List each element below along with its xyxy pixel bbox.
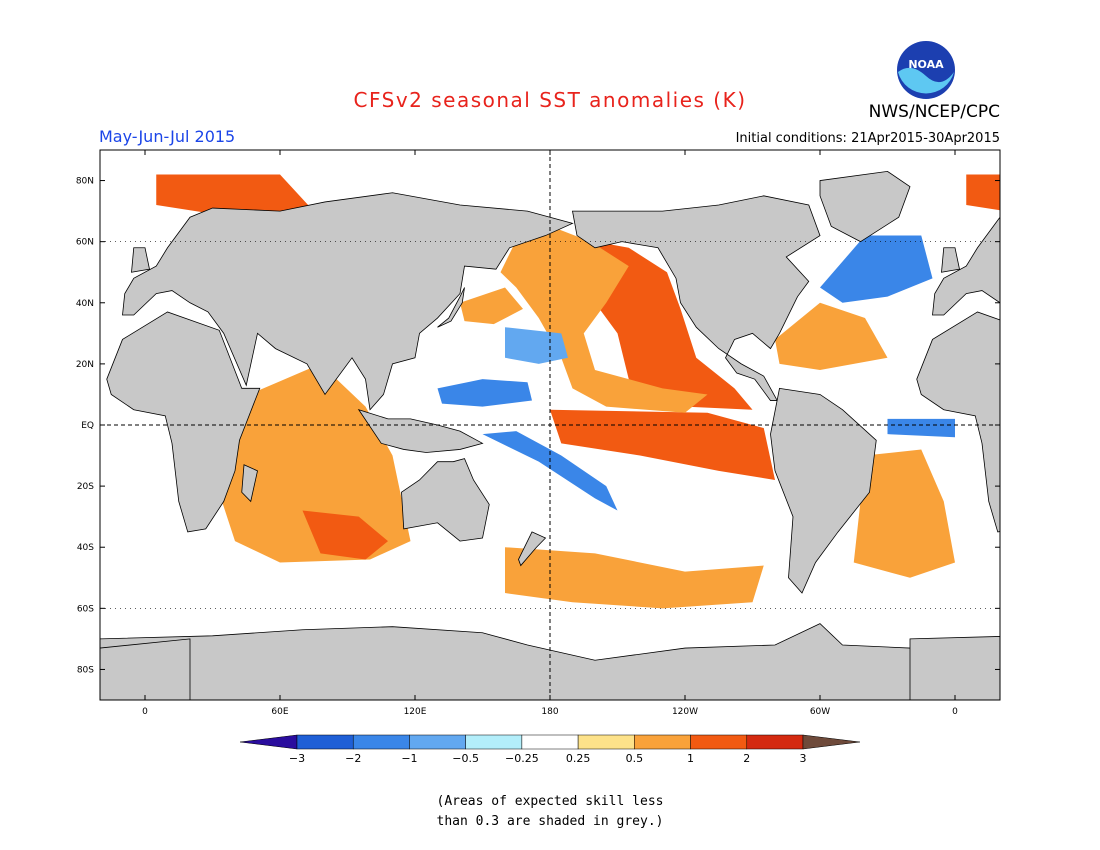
ytick-label: 80N	[76, 177, 94, 187]
xtick-label: 120W	[672, 707, 698, 717]
colorbar-segment	[465, 734, 523, 750]
colorbar-label: −1	[401, 752, 417, 765]
colorbar-low-arrow	[239, 734, 298, 750]
land-new-zealand	[518, 531, 547, 567]
region-south-atlantic-warm	[853, 449, 955, 578]
land-indonesia	[357, 409, 484, 453]
skill-note-line-2: than 0.3 are shaded in grey.)	[436, 814, 664, 829]
ytick-label: 40S	[77, 543, 94, 553]
colorbar-high-arrow	[802, 734, 861, 750]
organization-label: NWS/NCEP/CPC	[868, 102, 1000, 122]
sst-anomaly-map: 80N 60N 40N 20N EQ 20S 40S 60S 80S 0 60E 120E 180 12…	[76, 149, 1001, 717]
noaa-logo-icon: NOAA	[897, 41, 955, 99]
noaa-logo-text: NOAA	[908, 58, 944, 71]
noaa-logo: NOAA	[896, 40, 956, 100]
xtick-label: 60W	[810, 707, 830, 717]
colorbar-segment	[352, 734, 410, 750]
colorbar-segment	[521, 734, 579, 750]
colorbar-label: 3	[800, 752, 807, 765]
land-greenland	[819, 170, 911, 243]
region-spcz-cool	[482, 431, 618, 511]
region-southern-ocean-warm	[505, 547, 764, 609]
initial-conditions-label: Initial conditions: 21Apr2015-30Apr2015	[735, 131, 1000, 146]
colorbar-label: 0.25	[566, 752, 591, 765]
land-uk-wrap	[941, 247, 960, 273]
colorbar-segment	[746, 734, 804, 750]
land-africa	[106, 311, 261, 533]
latitude-ticks: 80N 60N 40N 20N EQ 20S 40S 60S 80S	[76, 177, 1000, 675]
ytick-label: 20S	[77, 482, 94, 492]
anomaly-regions	[156, 174, 1000, 609]
land-japan	[437, 287, 465, 328]
colorbar-label: −3	[289, 752, 305, 765]
region-north-pacific-cool	[505, 327, 568, 364]
region-arctic-warm	[156, 174, 314, 218]
colorbar-segment	[577, 734, 635, 750]
colorbar-label: −0.25	[505, 752, 539, 765]
ytick-label: 20N	[76, 360, 94, 370]
ytick-label: 80S	[77, 665, 94, 675]
colorbar-segment	[690, 734, 748, 750]
season-label: May-Jun-Jul 2015	[99, 127, 236, 146]
colorbar-label: −2	[345, 752, 361, 765]
land-madagascar	[241, 464, 258, 503]
region-indian-ocean-strong	[302, 510, 388, 560]
region-nino-wide	[550, 409, 775, 480]
colorbar-segment	[409, 734, 466, 750]
xtick-label: 0	[142, 707, 148, 717]
skill-note-line-1: (Areas of expected skill less	[436, 794, 664, 809]
chart-title: CFSv2 seasonal SST anomalies (K)	[353, 88, 747, 112]
region-tropical-atlantic-cool	[887, 418, 955, 438]
region-tropical-pacific-cool	[437, 379, 532, 407]
colorbar-segment	[634, 734, 691, 750]
land-antarctica-wrap	[100, 638, 191, 700]
ytick-label: 60S	[77, 604, 94, 614]
land-eurasia-wrap	[932, 216, 1000, 316]
colorbar-segment	[296, 734, 354, 750]
land-africa-wrap	[916, 311, 1000, 533]
colorbar-label: −0.5	[452, 752, 479, 765]
land-australia	[401, 458, 490, 542]
region-gulf-atlantic-warm	[775, 302, 888, 370]
colorbar-label: 1	[687, 752, 694, 765]
region-north-pacific-mid	[500, 217, 708, 413]
xtick-label: 0	[952, 707, 958, 717]
region-kuroshio-warm	[460, 287, 523, 325]
ytick-label: EQ	[81, 421, 94, 431]
xtick-label: 60E	[271, 707, 288, 717]
land-south-america	[770, 387, 877, 594]
longitude-ticks: 0 60E 120E 180 120W 60W 0	[142, 150, 958, 717]
colorbar-label: 0.5	[626, 752, 644, 765]
ytick-label: 60N	[76, 238, 94, 248]
colorbar-label: 2	[743, 752, 750, 765]
region-north-atlantic-cool	[820, 235, 933, 303]
xtick-label: 180	[541, 707, 558, 717]
xtick-label: 120E	[404, 707, 427, 717]
land-antarctica-wrap	[909, 636, 1000, 700]
ytick-label: 40N	[76, 299, 94, 309]
region-arctic-warm-wrap	[966, 174, 1000, 211]
land-uk	[131, 247, 150, 273]
colorbar: −3 −2 −1 −0.5 −0.25 0.25 0.5 1 2 3	[239, 734, 861, 765]
reference-lines	[100, 150, 1000, 700]
land-eurasia	[122, 192, 574, 411]
skill-note: (Areas of expected skill less than 0.3 a…	[0, 792, 1100, 832]
land-north-america	[572, 195, 821, 401]
